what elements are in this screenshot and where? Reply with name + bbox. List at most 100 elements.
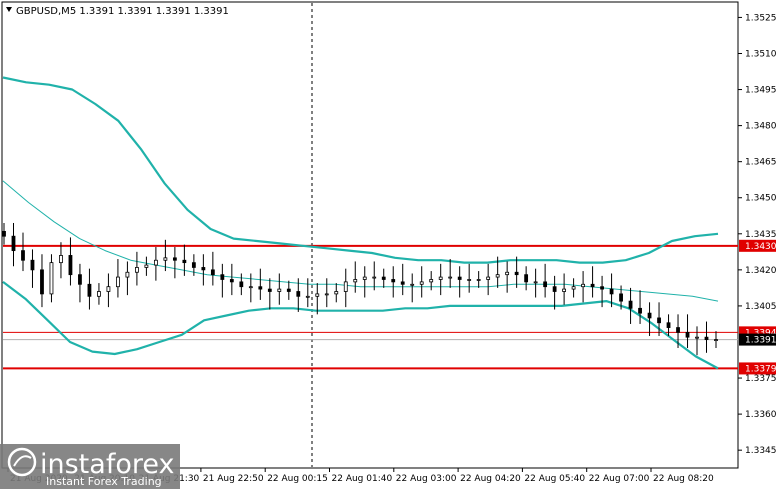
level-price-label: 1.3379 (745, 364, 777, 374)
bands-layer (2, 76, 719, 370)
candle (87, 268, 92, 310)
candle (495, 256, 500, 288)
candle (315, 283, 320, 315)
candle (2, 222, 6, 245)
candle (30, 249, 35, 288)
candle (628, 287, 633, 324)
candle (590, 266, 595, 298)
candle (201, 254, 206, 286)
price-axis: 1.3525 1.3510 1.3495 1.3480 1.3465 1.3450 1.34… (738, 13, 777, 456)
candle (220, 263, 225, 298)
candle (135, 251, 139, 286)
candle (524, 266, 529, 291)
candle (372, 261, 377, 291)
candle (305, 278, 310, 308)
candle (581, 271, 585, 303)
candle (343, 268, 348, 308)
candle (514, 256, 519, 288)
candle (457, 266, 462, 298)
candle (267, 278, 272, 310)
current-price-tag (739, 333, 776, 346)
levels-layer (3, 244, 738, 370)
candle (609, 273, 614, 308)
watermark-logo: instaforex Instant Forex Trading (0, 444, 180, 489)
candle (163, 239, 168, 272)
x-tick-label: 22 Aug 08:20 (653, 474, 714, 484)
candle (391, 266, 396, 298)
candle (49, 254, 54, 303)
x-tick-label: 22 Aug 07:00 (589, 474, 650, 484)
y-tick-label: 1.3435 (745, 230, 777, 240)
candle (695, 326, 699, 356)
candle (334, 283, 339, 303)
candle (419, 266, 424, 298)
logo-icon (7, 447, 37, 477)
candle (410, 273, 415, 303)
candle (505, 261, 510, 293)
y-tick-label: 1.3420 (745, 266, 777, 276)
candle (97, 283, 101, 305)
y-tick-label: 1.3405 (745, 302, 777, 312)
y-tick-label: 1.3510 (745, 49, 777, 59)
candle (657, 302, 661, 336)
level-price-tag (739, 362, 776, 375)
candle (552, 275, 557, 310)
x-tick-label: 22 Aug 05:40 (524, 474, 585, 484)
candle (638, 290, 642, 324)
logo-brand: instaforex (40, 449, 174, 480)
level-price-tag (739, 239, 776, 252)
candle (714, 331, 718, 348)
lower-band-line (2, 281, 719, 370)
y-tick-label: 1.3480 (745, 122, 777, 132)
y-tick-label: 1.3450 (745, 194, 777, 204)
x-tick-label: 22 Aug 03:00 (396, 474, 457, 484)
candle (172, 247, 177, 279)
candle (210, 251, 215, 286)
candle (68, 237, 73, 286)
candle (153, 247, 158, 281)
candle (78, 263, 82, 303)
candle (191, 254, 196, 276)
candle (11, 222, 16, 267)
logo-tagline: Instant Forex Trading (46, 475, 162, 488)
candle (476, 271, 481, 288)
y-tick-label: 1.3375 (745, 374, 777, 384)
candle (40, 254, 44, 308)
candle (286, 280, 291, 300)
chevron-down-icon[interactable] (6, 7, 12, 12)
candle (429, 271, 434, 291)
candle (59, 242, 63, 279)
y-tick-label: 1.3345 (745, 446, 777, 456)
candle (486, 263, 491, 296)
candle (248, 273, 253, 303)
candle (353, 261, 358, 293)
candle (562, 273, 567, 305)
candle (571, 278, 576, 298)
candle (619, 285, 623, 310)
candle (229, 263, 234, 296)
x-tick-label: 22 Aug 01:40 (332, 474, 393, 484)
upper-band-line (2, 76, 719, 264)
candle (381, 268, 386, 288)
current-price-label: 1.3391 (745, 336, 777, 346)
candle (362, 266, 367, 298)
candle (467, 263, 472, 293)
candle (533, 268, 538, 298)
middle-band-line (2, 180, 719, 302)
x-tick-label: 21 Aug 22:50 (203, 474, 264, 484)
candle (324, 278, 329, 308)
y-tick-label: 1.3525 (745, 13, 777, 23)
price-tags: 1.3430 1.3394 1.3379 1.3391 (739, 239, 777, 375)
candle (258, 268, 263, 300)
candle (438, 263, 443, 296)
y-tick-label: 1.3360 (745, 410, 777, 420)
candle (277, 273, 282, 305)
candle (704, 321, 709, 353)
candle (600, 275, 604, 308)
y-tick-label: 1.3495 (745, 86, 777, 96)
level-price-label: 1.3430 (745, 242, 777, 252)
x-tick-label: 22 Aug 00:15 (267, 474, 328, 484)
candle (296, 278, 301, 312)
